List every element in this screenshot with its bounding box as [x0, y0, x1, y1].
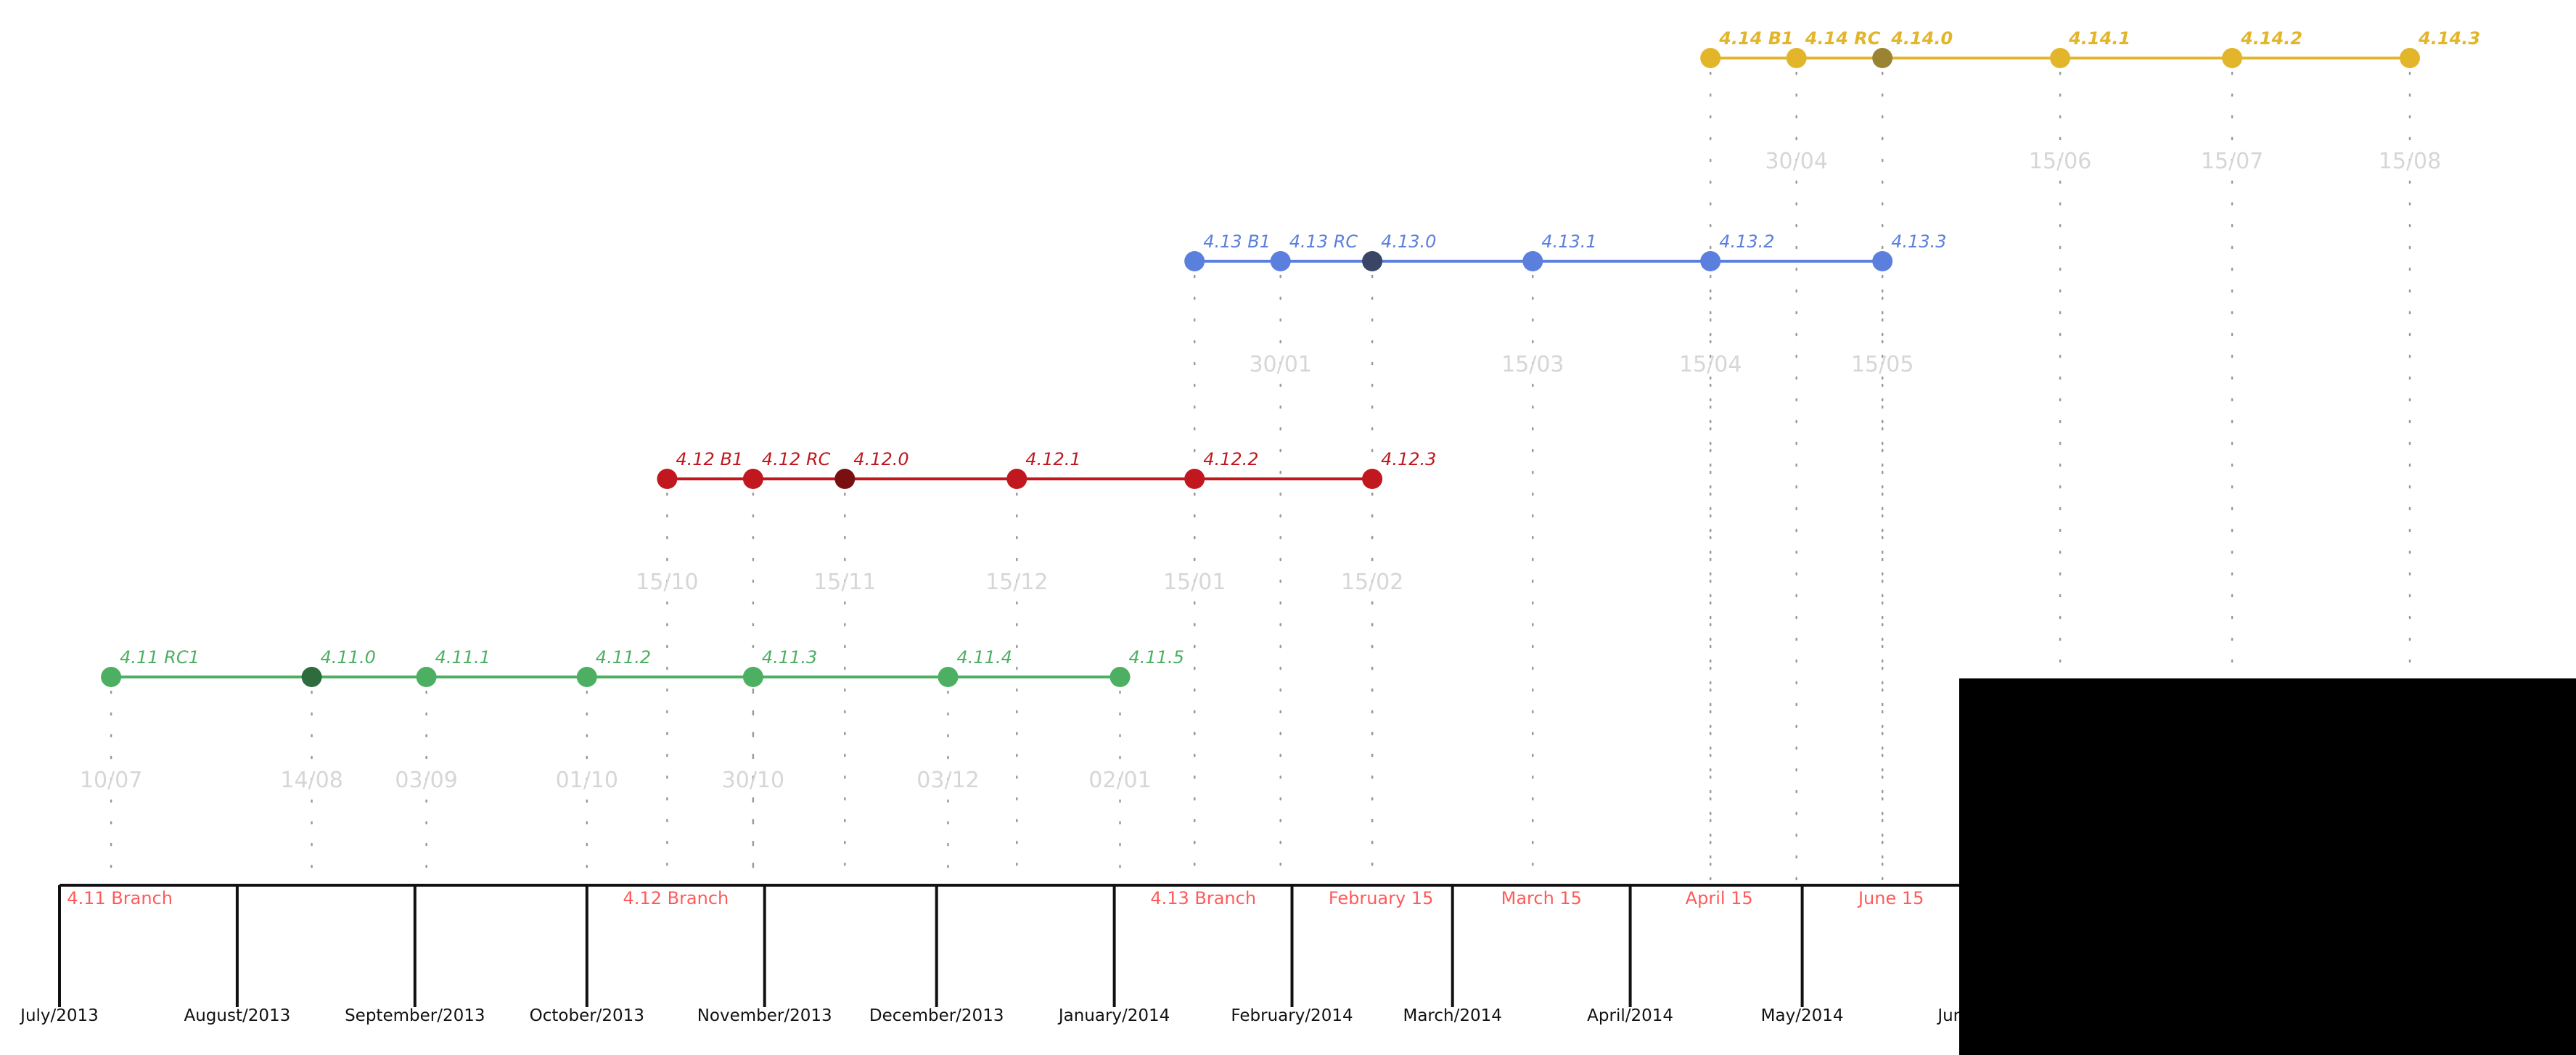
- release-point: [1700, 251, 1721, 271]
- release-point: [1522, 251, 1543, 271]
- axis-marker-label: 4.11 Branch: [67, 888, 173, 908]
- release-date-label: 15/11: [813, 570, 876, 595]
- release-date-label: 30/10: [722, 768, 784, 793]
- release-point: [1872, 251, 1893, 271]
- release-date-label: 15/03: [1501, 352, 1564, 377]
- release-label: 4.13.1: [1541, 231, 1596, 252]
- release-point: [2050, 48, 2071, 68]
- release-date-label: 01/10: [556, 768, 618, 793]
- release-label: 4.13 B1: [1203, 231, 1271, 252]
- release-date-label: 15/04: [1679, 352, 1742, 377]
- release-date-label: 02/01: [1088, 768, 1151, 793]
- release-point: [657, 469, 678, 489]
- release-label: 4.12.2: [1203, 449, 1258, 469]
- release-label: 4.11.5: [1129, 647, 1184, 668]
- release-date-label: 15/10: [636, 570, 698, 595]
- release-point: [1184, 469, 1205, 489]
- release-label: 4.13 RC: [1289, 231, 1358, 252]
- release-point: [1006, 469, 1027, 489]
- release-point: [1700, 48, 1721, 68]
- month-tick-label: July/2013: [19, 1006, 99, 1025]
- release-series: 4.11 RC1 10/07 4.11.0 14/08 4.11.1 03/09 4.11.…: [80, 28, 2480, 793]
- release-point: [416, 667, 437, 687]
- release-label: 4.13.0: [1381, 231, 1436, 252]
- release-date-label: 15/07: [2201, 149, 2263, 174]
- release-point: [1109, 667, 1131, 687]
- release-point: [1786, 48, 1807, 68]
- release-label: 4.14.0: [1890, 28, 1953, 49]
- release-date-label: 30/04: [1765, 149, 1827, 174]
- release-point: [1872, 48, 1893, 68]
- release-label: 4.11.4: [957, 647, 1012, 668]
- axis-marker-label: March 15: [1501, 888, 1582, 908]
- redaction-box: [1959, 678, 2576, 1055]
- release-point: [834, 469, 856, 489]
- release-date-label: 15/02: [1341, 570, 1403, 595]
- release-date-label: 15/05: [1851, 352, 1913, 377]
- month-tick-label: December/2013: [869, 1006, 1004, 1025]
- release-point: [1362, 251, 1383, 271]
- release-label: 4.13.3: [1891, 231, 1946, 252]
- release-label: 4.11.3: [762, 647, 817, 668]
- month-tick-label: March/2014: [1403, 1006, 1501, 1025]
- release-point: [742, 667, 763, 687]
- release-point: [576, 667, 597, 687]
- release-label: 4.11 RC1: [120, 647, 200, 668]
- release-label: 4.11.0: [321, 647, 376, 668]
- axis-marker-label: June 15: [1857, 888, 1924, 908]
- release-point: [301, 667, 322, 687]
- release-point: [2400, 48, 2420, 68]
- month-tick-label: February/2014: [1231, 1006, 1353, 1025]
- release-point: [101, 667, 122, 687]
- release-label: 4.14.2: [2240, 28, 2302, 49]
- release-date-label: 15/08: [2379, 149, 2441, 174]
- release-point: [1184, 251, 1205, 271]
- release-label: 4.12.1: [1025, 449, 1080, 469]
- release-point: [1270, 251, 1291, 271]
- month-tick-label: November/2013: [697, 1006, 832, 1025]
- axis-marker-label: 4.12 Branch: [623, 888, 729, 908]
- release-label: 4.12.3: [1381, 449, 1436, 469]
- release-label: 4.12 B1: [676, 449, 743, 469]
- release-date-label: 15/06: [2029, 149, 2091, 174]
- release-date-label: 03/09: [395, 768, 457, 793]
- release-date-label: 30/01: [1249, 352, 1311, 377]
- release-label: 4.14 B1: [1718, 28, 1794, 49]
- release-point: [742, 469, 763, 489]
- release-label: 4.12 RC: [762, 449, 831, 469]
- month-tick-label: April/2014: [1587, 1006, 1673, 1025]
- release-label: 4.13.2: [1719, 231, 1774, 252]
- release-label: 4.12.0: [853, 449, 908, 469]
- axis-marker-label: April 15: [1686, 888, 1753, 908]
- month-tick-label: August/2013: [184, 1006, 291, 1025]
- month-tick-label: September/2013: [345, 1006, 485, 1025]
- release-point: [938, 667, 959, 687]
- release-label: 4.14 RC: [1805, 28, 1881, 49]
- month-tick-label: May/2014: [1761, 1006, 1844, 1025]
- release-label: 4.11.1: [435, 647, 491, 668]
- release-point: [1362, 469, 1383, 489]
- release-label: 4.14.3: [2418, 28, 2480, 49]
- release-point: [2222, 48, 2243, 68]
- axis-marker-label: February 15: [1329, 888, 1434, 908]
- axis-marker-label: 4.13 Branch: [1150, 888, 1256, 908]
- release-label: 4.11.2: [596, 647, 651, 668]
- month-tick-label: October/2013: [530, 1006, 644, 1025]
- release-date-label: 14/08: [280, 768, 342, 793]
- release-date-label: 15/12: [985, 570, 1048, 595]
- release-date-label: 10/07: [80, 768, 142, 793]
- release-date-label: 15/01: [1163, 570, 1226, 595]
- month-tick-label: January/2014: [1057, 1006, 1170, 1025]
- release-date-label: 03/12: [916, 768, 979, 793]
- release-label: 4.14.1: [2068, 28, 2130, 49]
